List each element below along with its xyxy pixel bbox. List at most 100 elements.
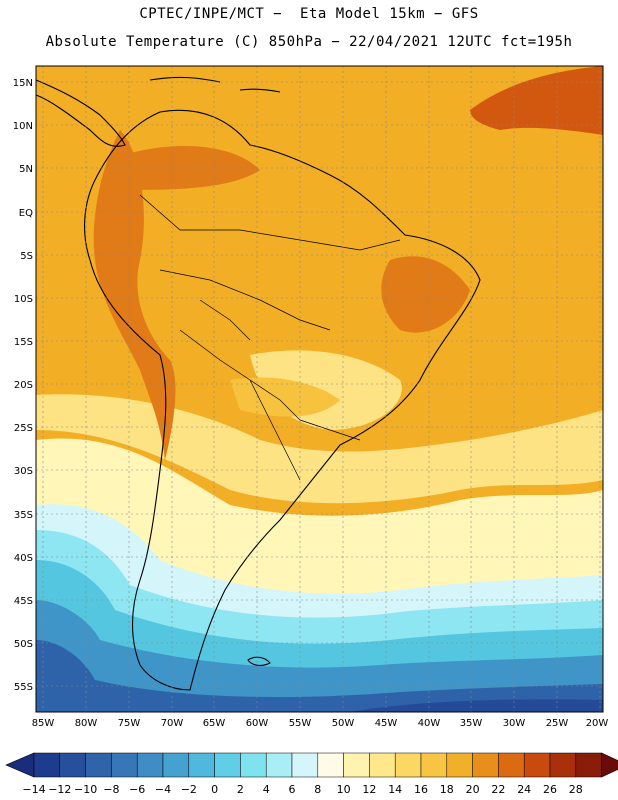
colorbar-swatch [498, 752, 525, 778]
colorbar-label: 8 [314, 783, 321, 796]
colorbar-swatch [111, 752, 138, 778]
lat-tick-55s: 55S [14, 682, 33, 693]
lon-tick-35w: 35W [460, 718, 483, 729]
colorbar-swatch [472, 752, 499, 778]
south-america-outline [84, 109, 481, 691]
border-4 [249, 379, 301, 481]
lat-tick-30s: 30S [14, 466, 33, 477]
border-5 [299, 419, 361, 441]
colorbar-swatch [523, 752, 551, 778]
lat-tick-45s: 45S [14, 596, 33, 607]
border-6 [199, 299, 251, 341]
colorbar-label: 4 [263, 783, 270, 796]
colorbar-swatch [188, 752, 215, 778]
colorbar-label: −4 [155, 783, 171, 796]
lat-tick-15n: 15N [13, 78, 33, 89]
chart-title-line1: CPTEC/INPE/MCT − Eta Model 15km − GFS [139, 6, 479, 22]
colorbar-swatch [240, 752, 267, 778]
colorbar-label: 12 [362, 783, 376, 796]
colorbar-label: −12 [48, 783, 71, 796]
lat-tick-5s: 5S [20, 251, 33, 262]
border-2 [159, 269, 331, 331]
colorbar-label: −10 [74, 783, 97, 796]
colorbar-swatch [343, 752, 370, 778]
colorbar-swatch [575, 752, 602, 778]
colorbar: −14 −12 −10 −8 −6 −4 −2 0 2 4 6 8 10 12 14 16 18 20 22 24 26… [5, 752, 618, 796]
colorbar-arrow-high [601, 752, 618, 778]
field-hot-northeast [381, 256, 470, 333]
colorbar-arrow-low [5, 752, 35, 778]
colorbar-label: 14 [388, 783, 402, 796]
colorbar-label: 22 [491, 783, 505, 796]
lat-tick-20s: 20S [14, 380, 33, 391]
colorbar-swatch [420, 752, 448, 778]
field-blue-deep [350, 699, 603, 712]
colorbar-label: 2 [237, 783, 244, 796]
colorbar-label: −8 [103, 783, 119, 796]
lat-tick-40s: 40S [14, 553, 33, 564]
chart-title-line2: Absolute Temperature (C) 850hPa − 22/04/… [45, 34, 573, 50]
lon-tick-85w: 85W [32, 718, 55, 729]
lat-tick-5n: 5N [19, 164, 33, 175]
colorbar-label: −6 [129, 783, 145, 796]
field-hottest-ne [470, 66, 603, 135]
field-blue [36, 640, 603, 712]
colorbar-label: 6 [289, 783, 296, 796]
border-1 [139, 194, 401, 251]
central-america [35, 79, 126, 147]
colorbar-swatch [162, 752, 190, 778]
colorbar-label: −14 [22, 783, 45, 796]
lon-tick-60w: 60W [246, 718, 269, 729]
lat-tick-10n: 10N [13, 121, 33, 132]
lon-tick-55w: 55W [289, 718, 312, 729]
temperature-field [36, 66, 603, 712]
colorbar-label: 28 [569, 783, 583, 796]
lon-tick-75w: 75W [118, 718, 141, 729]
field-hot-venezuela [110, 146, 260, 190]
colorbar-swatch [265, 752, 293, 778]
lon-tick-30w: 30W [503, 718, 526, 729]
lat-tick-eq: EQ [19, 208, 33, 219]
field-hot-andes [93, 130, 176, 460]
lon-tick-65w: 65W [203, 718, 226, 729]
map-frame [35, 65, 604, 713]
colorbar-label: 24 [517, 783, 531, 796]
colorbar-swatch [85, 752, 112, 778]
colorbar-label: −2 [181, 783, 197, 796]
colorbar-label: 0 [211, 783, 218, 796]
lon-tick-70w: 70W [161, 718, 184, 729]
colorbar-swatch [549, 752, 577, 778]
country-borders [139, 194, 401, 481]
coastlines [35, 76, 481, 691]
lat-tick-50s: 50S [14, 639, 33, 650]
lon-axis: 85W 80W 75W 70W 65W 60W 55W 50W 45W 40W … [32, 718, 609, 729]
lat-tick-10s: 10S [14, 294, 33, 305]
colorbar-swatch [136, 752, 164, 778]
field-pale-band [36, 394, 603, 504]
lat-tick-25s: 25S [14, 423, 33, 434]
colorbar-label: 18 [440, 783, 454, 796]
lat-axis: 15N 10N 5N EQ 5S 10S 15S 20S 25S 30S 35S… [13, 78, 33, 693]
lon-tick-20w: 20W [586, 718, 609, 729]
lon-tick-50w: 50W [332, 718, 355, 729]
falklands [247, 656, 271, 666]
lat-tick-35s: 35S [14, 510, 33, 521]
colorbar-swatch [33, 752, 61, 778]
colorbar-label: 10 [337, 783, 351, 796]
colorbar-label: 26 [543, 783, 557, 796]
colorbar-swatch [317, 752, 344, 778]
lon-tick-25w: 25W [546, 718, 569, 729]
lon-tick-45w: 45W [375, 718, 398, 729]
colorbar-label: 20 [466, 783, 480, 796]
field-mid-patch [230, 377, 340, 417]
colorbar-swatch [214, 752, 241, 778]
caribbean-islands [149, 76, 281, 93]
field-blue-light [36, 600, 603, 712]
colorbar-swatch [446, 752, 473, 778]
colorbar-swatch [291, 752, 319, 778]
colorbar-swatch [369, 752, 396, 778]
lon-tick-40w: 40W [418, 718, 441, 729]
colorbar-swatch [394, 752, 422, 778]
lat-tick-15s: 15S [14, 337, 33, 348]
